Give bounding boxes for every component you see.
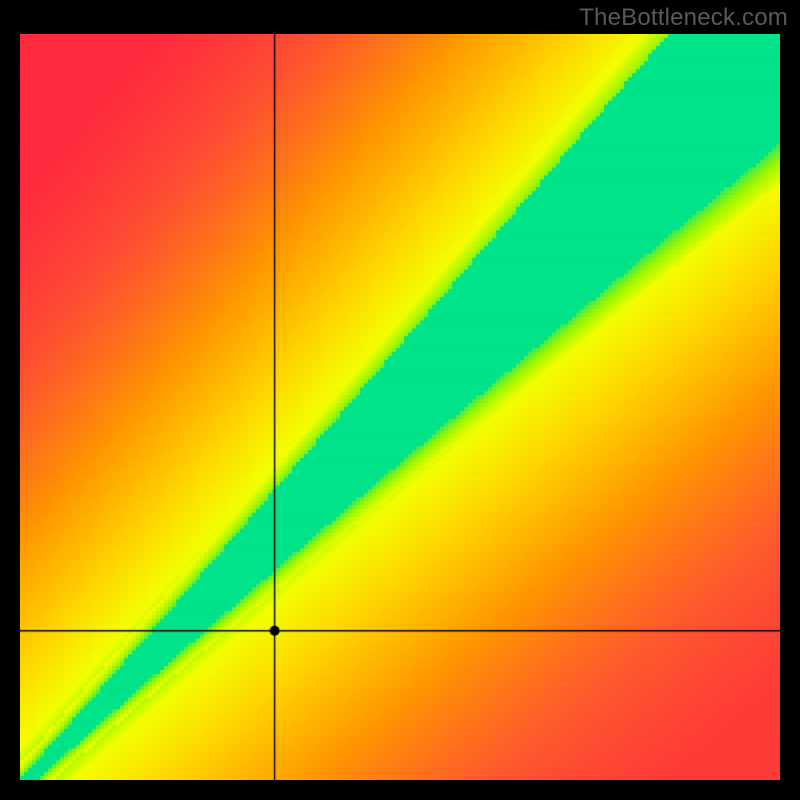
crosshair-overlay [20,34,780,780]
heatmap-plot [20,34,780,780]
chart-container: TheBottleneck.com [0,0,800,800]
watermark-label: TheBottleneck.com [579,4,788,32]
